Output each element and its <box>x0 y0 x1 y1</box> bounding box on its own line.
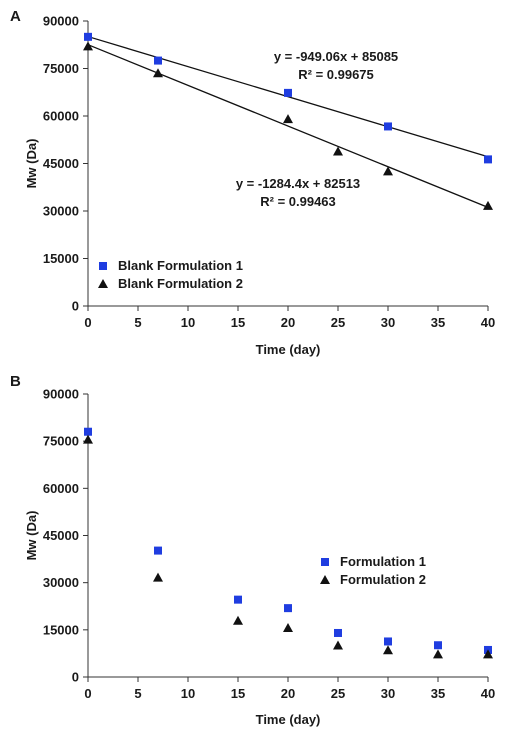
panel-b-x-tick-label: 20 <box>281 686 295 701</box>
panel-a-x-tick-label: 5 <box>134 315 141 330</box>
panel-a-y-tick-label: 75000 <box>43 61 79 76</box>
panel-a-trendline-equation: y = -949.06x + 85085 <box>274 49 398 64</box>
panel-b-series-1-point <box>334 628 342 637</box>
panel-a-x-axis-title: Time (day) <box>256 342 321 357</box>
panel-a-trendline-equation: y = -1284.4x + 82513 <box>236 176 360 191</box>
panel-a-legend-label-1: Blank Formulation 1 <box>118 258 243 273</box>
panel-b-series-2-point <box>333 640 343 650</box>
panel-b-legend-label-2: Formulation 2 <box>340 572 426 587</box>
panel-b-x-tick-label: 0 <box>84 686 91 701</box>
panel-a-series-2-point <box>483 200 493 210</box>
panel-b-series-1-point <box>434 641 442 650</box>
panel-a-series-1-point <box>484 155 492 164</box>
panel-a-legend-marker-2 <box>98 279 108 288</box>
panel-a-trendline-2 <box>87 44 489 209</box>
panel-b-chart: B 0 15000 30000 45000 60000 75000 90000 0 5 10 15 20… <box>10 373 495 727</box>
panel-a-legend-label-2: Blank Formulation 2 <box>118 276 243 291</box>
panel-a-series-2-point <box>283 114 293 124</box>
panel-a-series-1-point <box>284 88 292 97</box>
panel-b-series-2-point <box>483 649 493 659</box>
panel-b-series-2-point <box>283 622 293 632</box>
panel-b-y-tick-label: 60000 <box>43 481 79 496</box>
panel-a-series-2-point <box>333 146 343 156</box>
panel-b-series-2-point <box>233 615 243 625</box>
panel-b-series-1-point <box>284 604 292 613</box>
panel-b-y-tick-label: 90000 <box>43 387 79 402</box>
panel-a-y-tick-label: 60000 <box>43 109 79 124</box>
panel-a-series-2-point <box>383 166 393 176</box>
panel-b-series-2-point <box>433 649 443 659</box>
panel-b-x-tick-label: 30 <box>381 686 395 701</box>
panel-b-legend-marker-1 <box>321 558 329 566</box>
panel-a-x-tick-label: 20 <box>281 315 295 330</box>
panel-b-series-2-point <box>383 645 393 655</box>
panel-b-y-axis-title: Mw (Da) <box>24 511 39 561</box>
panel-b-x-tick-label: 15 <box>231 686 245 701</box>
panel-a-x-tick-label: 0 <box>84 315 91 330</box>
panel-a-series-1-point <box>154 56 162 65</box>
panel-b-series-2-point <box>153 572 163 582</box>
panel-a-x-tick-label: 35 <box>431 315 445 330</box>
panel-a-trendline-r2: R² = 0.99463 <box>260 194 336 209</box>
panel-a-y-tick-label: 0 <box>72 299 79 314</box>
panel-a-x-tick-label: 25 <box>331 315 345 330</box>
panel-b-x-tick-label: 35 <box>431 686 445 701</box>
panel-a-chart: A 0 15000 30000 45000 60000 75000 90000 0 5 10 15 20… <box>10 8 495 357</box>
panel-b-legend-marker-2 <box>320 575 330 584</box>
panel-b-y-tick-label: 30000 <box>43 575 79 590</box>
panel-b-letter: B <box>10 373 21 390</box>
panel-a-y-tick-label: 30000 <box>43 204 79 219</box>
panel-b-series-1-point <box>84 427 92 436</box>
panel-a-series-1-point <box>384 122 392 131</box>
panel-b-y-tick-label: 15000 <box>43 622 79 637</box>
panel-b-series-1-point <box>384 637 392 646</box>
panel-a-series-2-point <box>153 68 163 78</box>
panel-b-series-1-point <box>154 546 162 555</box>
panel-b-y-tick-label: 45000 <box>43 528 79 543</box>
panel-a-y-axis-title: Mw (Da) <box>24 139 39 189</box>
panel-b-x-tick-label: 25 <box>331 686 345 701</box>
panel-a-legend-marker-1 <box>99 262 107 270</box>
panel-a-x-tick-label: 30 <box>381 315 395 330</box>
panel-a-x-tick-label: 40 <box>481 315 495 330</box>
panel-a-trendline-r2: R² = 0.99675 <box>298 67 374 82</box>
panel-b-x-tick-label: 5 <box>134 686 141 701</box>
panel-a-series-1-point <box>84 32 92 41</box>
panel-b-series-2-point <box>83 434 93 444</box>
panel-b-x-axis-title: Time (day) <box>256 712 321 727</box>
panel-a-series-2-point <box>83 41 93 51</box>
panel-b-y-tick-label: 75000 <box>43 434 79 449</box>
panel-a-y-tick-label: 45000 <box>43 156 79 171</box>
panel-a-y-tick-label: 15000 <box>43 251 79 266</box>
panel-b-x-tick-label: 40 <box>481 686 495 701</box>
panel-a-x-tick-label: 15 <box>231 315 245 330</box>
panel-b-x-tick-label: 10 <box>181 686 195 701</box>
panel-b-series-1-point <box>234 595 242 604</box>
panel-b-legend-label-1: Formulation 1 <box>340 554 426 569</box>
panel-a-y-tick-label: 90000 <box>43 14 79 29</box>
panel-b-y-tick-label: 0 <box>72 670 79 685</box>
panel-a-letter: A <box>10 8 21 25</box>
panel-a-x-tick-label: 10 <box>181 315 195 330</box>
